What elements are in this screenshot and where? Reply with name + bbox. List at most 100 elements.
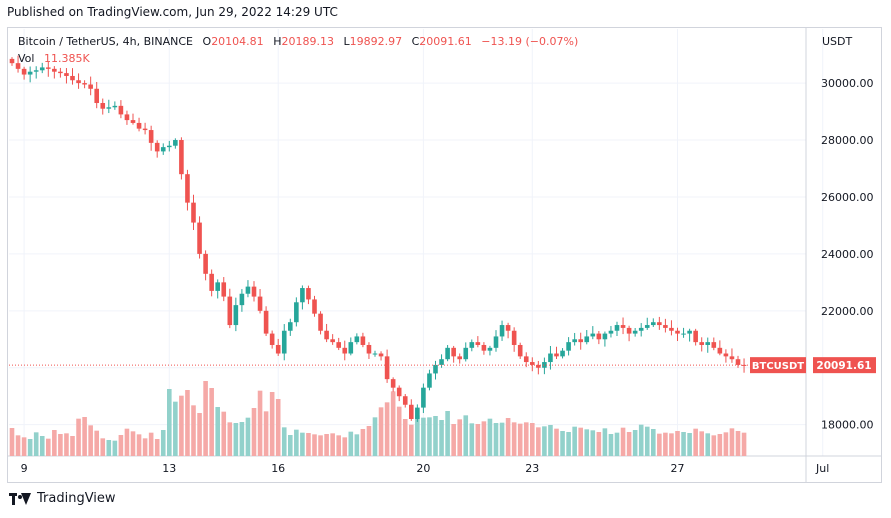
volume-bar [578, 427, 583, 456]
volume-bar [64, 433, 69, 456]
volume-bar [342, 437, 348, 456]
volume-bar [409, 424, 414, 456]
candle-body [275, 344, 281, 354]
x-tick-label: 23 [525, 462, 539, 475]
candle-body [421, 387, 426, 408]
candle-body [27, 71, 33, 75]
volume-bar [130, 431, 136, 456]
candle-body [378, 353, 384, 357]
currency-label[interactable]: USDT [822, 35, 853, 48]
candle-body [590, 333, 596, 337]
last-price-badge [813, 357, 876, 374]
candle-body [705, 342, 711, 345]
candle-body [179, 140, 184, 175]
volume-bar [354, 434, 360, 456]
volume-bar [191, 405, 196, 456]
candle-body [560, 350, 565, 357]
volume-bar [699, 431, 704, 456]
candle-body [402, 396, 408, 405]
volume-bar [644, 426, 650, 456]
volume-bar [245, 417, 251, 456]
volume-bar [294, 429, 299, 456]
candle-body [409, 404, 414, 419]
candle-body [632, 330, 638, 334]
candle-body [124, 114, 130, 121]
candle-body [15, 63, 21, 69]
legend: Bitcoin / TetherUS, 4h, BINANCE O20104.8… [18, 35, 578, 48]
candle-body [342, 347, 348, 354]
candle-body [9, 58, 15, 64]
candle-body [130, 120, 136, 123]
y-tick-label: 22000.00 [821, 305, 874, 318]
candle-body [348, 342, 354, 354]
volume-bar [421, 417, 426, 456]
volume-bar [118, 435, 124, 456]
candle-body [197, 222, 202, 254]
candle-body [148, 130, 154, 143]
candle-body [523, 356, 529, 363]
volume-bar [626, 432, 632, 456]
volume-bar [723, 432, 729, 456]
candle-body [396, 387, 402, 397]
candle-body [493, 336, 499, 348]
volume-bar [330, 433, 335, 456]
volume-bar [475, 424, 481, 456]
volume-bar [681, 432, 686, 456]
volume-bar [657, 433, 662, 456]
volume-bar [499, 422, 505, 456]
candle-body [723, 353, 729, 357]
volume-bar [136, 434, 142, 456]
volume-bar [336, 435, 341, 456]
low-value: 19892.97 [349, 35, 403, 48]
candle-body [118, 105, 124, 115]
volume-bar [620, 427, 626, 456]
candle-body [221, 282, 227, 297]
volume-bar [741, 432, 747, 456]
volume-label: Vol [18, 52, 35, 65]
volume-bar [239, 422, 245, 456]
high-label: H [273, 35, 282, 48]
y-tick-label: 28000.00 [821, 134, 874, 147]
candle-body [548, 353, 553, 363]
candle-body [608, 330, 614, 334]
candle-body [566, 342, 571, 351]
candle-body [191, 202, 196, 223]
candle-body [203, 253, 208, 274]
volume-bar [275, 399, 281, 456]
candle-body [160, 147, 166, 152]
volume-bar [463, 415, 469, 456]
volume-bar [318, 435, 323, 456]
candle-body [76, 80, 81, 84]
chart-frame[interactable]: 18000.0020000.0022000.0024000.0026000.00… [7, 27, 882, 483]
volume-bar [160, 430, 166, 456]
volume-bar [215, 407, 220, 456]
volume-bar [197, 413, 202, 456]
symbol-title[interactable]: Bitcoin / TetherUS, 4h, BINANCE [18, 35, 194, 48]
volume-bar [427, 417, 432, 456]
candle-body [269, 333, 275, 345]
candle-body [64, 73, 69, 76]
volume-bar [614, 432, 620, 456]
volume-bar [584, 429, 590, 456]
candle-body [112, 105, 118, 108]
candle-body [94, 88, 99, 104]
open-label: O [202, 35, 212, 48]
volume-bar [530, 423, 535, 456]
volume-bar [9, 428, 15, 456]
candle-body [687, 330, 692, 334]
candle-body [669, 327, 674, 331]
candle-body [239, 293, 245, 306]
candle-body [644, 325, 650, 328]
x-tick-label: 13 [162, 462, 176, 475]
candlestick-chart[interactable]: 18000.0020000.0022000.0024000.0026000.00… [8, 28, 881, 482]
candle-body [542, 362, 547, 368]
footer: TradingView [9, 491, 116, 506]
volume-bar [300, 432, 305, 456]
volume-bar [233, 423, 239, 456]
candle-body [300, 288, 305, 303]
candle-body [312, 299, 317, 314]
candle-body [499, 325, 505, 337]
candle-body [21, 68, 27, 75]
volume-bar [596, 432, 602, 456]
volume-bar [481, 421, 487, 456]
